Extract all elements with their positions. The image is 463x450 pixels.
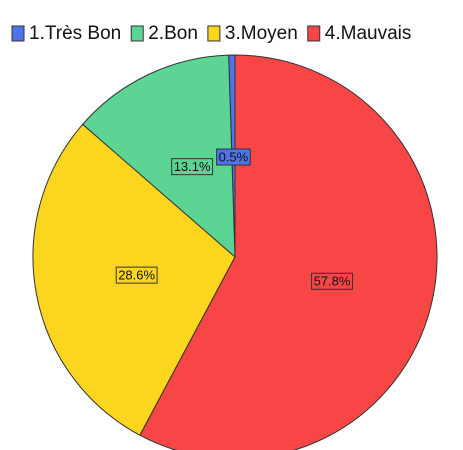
data-label: 0.5% xyxy=(219,149,249,164)
pie-slice xyxy=(139,54,438,450)
data-label-box xyxy=(115,266,158,284)
data-label: 28.6% xyxy=(118,268,155,283)
data-label-box xyxy=(216,148,251,166)
legend-label: 3.Moyen xyxy=(225,23,298,44)
data-label: 13.1% xyxy=(174,159,211,174)
data-label-box xyxy=(311,272,353,290)
data-label: 57.8% xyxy=(314,274,351,289)
legend-swatch xyxy=(11,25,25,42)
legend-swatch xyxy=(307,25,321,42)
data-labels: 0.5% 13.1% 28.6% 57.8% xyxy=(115,148,353,290)
legend-label: 2.Bon xyxy=(148,23,198,44)
legend-label: 4.Mauvais xyxy=(325,23,412,44)
data-label-box xyxy=(171,158,214,176)
pie-slice xyxy=(81,54,236,259)
legend-label: 1.Très Bon xyxy=(29,23,121,44)
pie xyxy=(32,54,438,450)
legend-swatch xyxy=(130,25,144,42)
legend: 1.Très Bon 2.Bon 3.Moyen 4.Mauvais xyxy=(11,23,412,44)
legend-swatch xyxy=(207,25,221,42)
